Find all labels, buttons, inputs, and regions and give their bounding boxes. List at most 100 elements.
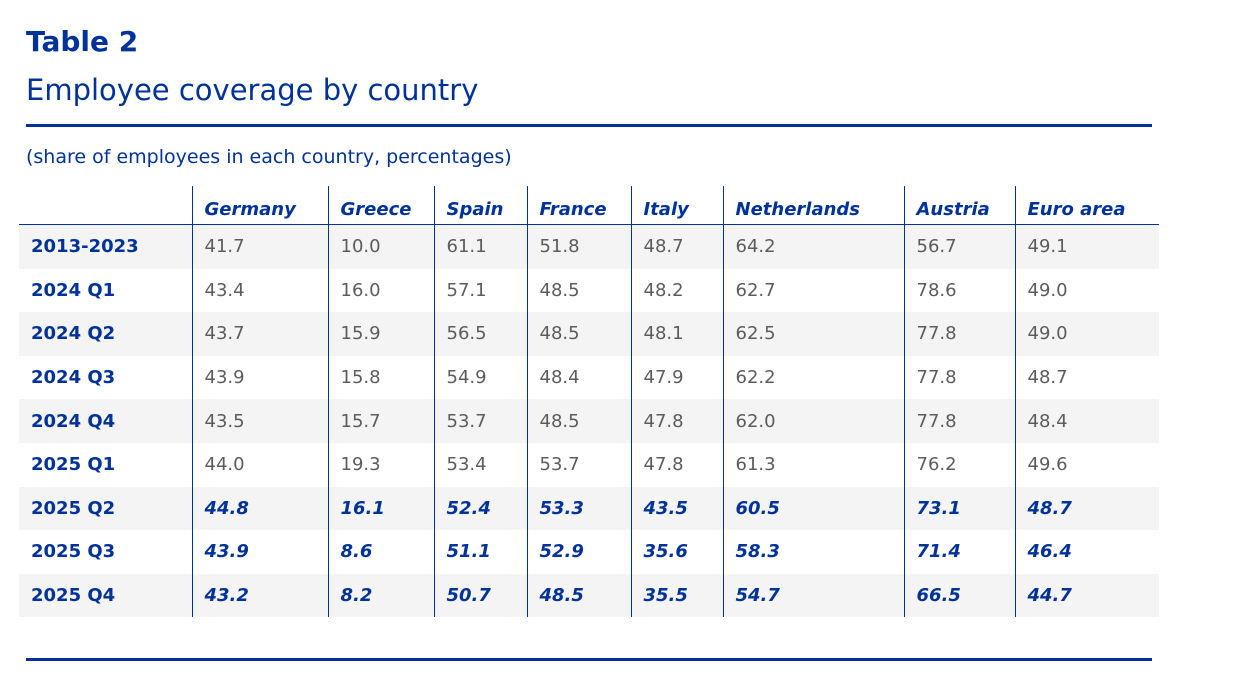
table-cell: 51.1 [433,530,527,574]
table-row: 2024 Q4 43.5 15.7 53.7 48.5 47.8 62.0 77.8 48.4 [19,399,1159,443]
table-cell: 49.0 [1014,268,1159,313]
table-cell: 76.2 [903,442,1015,487]
table-row: 2024 Q1 43.4 16.0 57.1 48.5 48.2 62.7 78.6 49.0 [19,268,1159,313]
top-rule [26,124,1152,127]
table-cell: 56.7 [903,224,1015,269]
column-header: France [526,186,631,225]
table-row: 2025 Q1 44.0 19.3 53.4 53.7 47.8 61.3 76.2 49.6 [19,442,1159,487]
table-cell: 48.7 [630,224,723,269]
row-label: 2024 Q3 [31,367,116,389]
table-cell: 16.1 [327,486,434,531]
table-cell: 66.5 [903,573,1015,618]
table-cell: 47.9 [630,355,723,400]
table-cell: 61.1 [433,224,527,269]
table-cell: 77.8 [903,355,1015,400]
table-cell: 15.7 [327,399,434,443]
table-cell: 19.3 [327,442,434,487]
row-label: 2025 Q4 [19,573,192,618]
table-row: 2025 Q2 44.8 16.1 52.4 53.3 43.5 60.5 73.1 48.7 [19,486,1159,531]
column-header: Italy [630,186,723,225]
table-cell: 48.5 [526,312,631,356]
row-label: 2025 Q1 [31,454,116,476]
column-header: Austria [903,186,1015,225]
table-cell: 48.2 [630,268,723,313]
table-cell: 43.9 [191,530,328,574]
row-label: 2024 Q4 [19,399,192,443]
table-cell: 46.4 [1014,530,1159,574]
column-header: Spain [433,186,527,225]
row-label: 2013-2023 [19,224,192,269]
row-label: 2024 Q1 [31,279,116,301]
table-cell: 48.1 [630,312,723,356]
column-header: Netherlands [722,186,904,225]
table-cell: 43.5 [630,486,723,531]
table-cell: 16.0 [327,268,434,313]
table-cell: 49.0 [1014,312,1159,356]
row-label: 2025 Q3 [31,541,116,563]
table-cell: 35.5 [630,573,723,618]
coverage-table: Germany Greece Spain France Italy Nether… [19,186,1159,618]
table-cell: 62.7 [722,268,904,313]
table-cell: 64.2 [722,224,904,269]
table-cell: 56.5 [433,312,527,356]
table-cell: 77.8 [903,312,1015,356]
table-cell: 48.4 [1014,399,1159,443]
table-cell: 62.5 [722,312,904,356]
table-title: Employee coverage by country [26,73,479,107]
table-cell: 48.7 [1014,355,1159,400]
column-header: Germany [191,186,328,225]
table-cell: 61.3 [722,442,904,487]
column-header: Euro area [1014,186,1159,225]
table-cell: 43.5 [191,399,328,443]
table-cell: 8.6 [327,530,434,574]
table-label: Table 2 [26,25,139,58]
table-cell: 44.8 [191,486,328,531]
table-cell: 48.7 [1014,486,1159,531]
table-cell: 44.0 [191,442,328,487]
table-cell: 52.9 [526,530,631,574]
table-cell: 53.3 [526,486,631,531]
table-cell: 43.7 [191,312,328,356]
table-cell: 43.4 [191,268,328,313]
table-cell: 35.6 [630,530,723,574]
table-cell: 47.8 [630,399,723,443]
table-row: 2025 Q3 43.9 8.6 51.1 52.9 35.6 58.3 71.4 46.4 [19,530,1159,574]
table-cell: 43.2 [191,573,328,618]
header-corner [19,186,192,225]
table-cell: 43.9 [191,355,328,400]
table-cell: 41.7 [191,224,328,269]
table-subtitle: (share of employees in each country, per… [26,146,512,168]
row-label: 2025 Q2 [19,486,192,531]
table-body: 2013-2023 41.7 10.0 61.1 51.8 48.7 64.2 56.7 49.… [19,224,1159,618]
table-row: 2025 Q4 43.2 8.2 50.7 48.5 35.5 54.7 66.5 44.7 [19,573,1159,618]
table-cell: 53.7 [433,399,527,443]
table-cell: 10.0 [327,224,434,269]
table-row: 2024 Q3 43.9 15.8 54.9 48.4 47.9 62.2 77.8 48.7 [19,355,1159,400]
table-cell: 49.1 [1014,224,1159,269]
table-cell: 62.0 [722,399,904,443]
table-cell: 49.6 [1014,442,1159,487]
table-cell: 52.4 [433,486,527,531]
table-cell: 54.9 [433,355,527,400]
table-cell: 15.8 [327,355,434,400]
table-cell: 73.1 [903,486,1015,531]
table-cell: 57.1 [433,268,527,313]
table-row: 2013-2023 41.7 10.0 61.1 51.8 48.7 64.2 56.7 49.… [19,224,1159,269]
table-cell: 78.6 [903,268,1015,313]
table-cell: 71.4 [903,530,1015,574]
table-cell: 54.7 [722,573,904,618]
table-cell: 48.5 [526,399,631,443]
table-cell: 50.7 [433,573,527,618]
table-cell: 51.8 [526,224,631,269]
table-cell: 47.8 [630,442,723,487]
table-cell: 48.5 [526,573,631,618]
table-cell: 62.2 [722,355,904,400]
table-cell: 53.4 [433,442,527,487]
header-row: Germany Greece Spain France Italy Nether… [19,186,1159,225]
table-cell: 60.5 [722,486,904,531]
column-header: Greece [327,186,434,225]
table-cell: 48.5 [526,268,631,313]
table-row: 2024 Q2 43.7 15.9 56.5 48.5 48.1 62.5 77.8 49.0 [19,312,1159,356]
table-cell: 44.7 [1014,573,1159,618]
row-label: 2024 Q2 [19,312,192,356]
